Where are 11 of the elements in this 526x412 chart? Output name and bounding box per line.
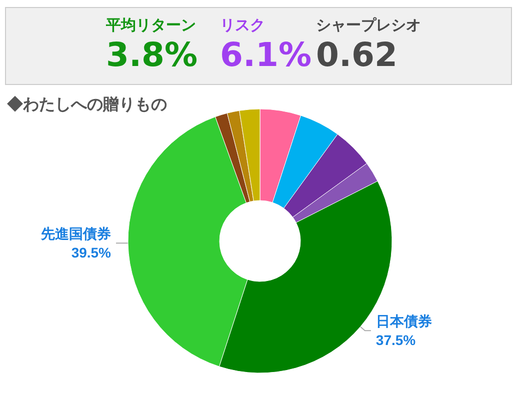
slice-label: 先進国債券	[40, 226, 112, 242]
text: 6.1%	[220, 35, 312, 75]
data-label: 39.5%	[71, 244, 112, 261]
data-label: 37.5%	[376, 332, 416, 348]
text: リスク	[220, 16, 266, 35]
text: 平均リターン	[106, 16, 197, 35]
text: 3.8%	[106, 35, 198, 75]
text: 0.62	[316, 35, 398, 75]
slice-label: 日本債券	[376, 313, 432, 330]
text: シャープレシオ	[316, 16, 421, 35]
chart-title: ◆わたしへの贈りもの	[7, 96, 167, 114]
